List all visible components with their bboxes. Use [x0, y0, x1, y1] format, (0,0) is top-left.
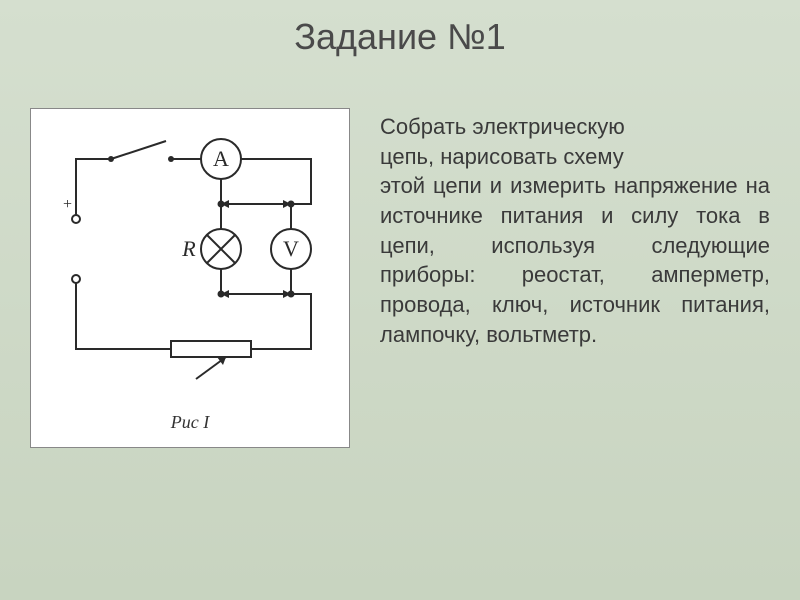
- task-text: Собрать электрическую цепь, нарисовать с…: [380, 108, 770, 448]
- switch-blade: [111, 141, 166, 159]
- circuit-svg: + A R: [31, 109, 351, 409]
- ammeter-label: A: [213, 146, 229, 171]
- wire-bot-left: [76, 283, 171, 349]
- page-title: Задание №1: [0, 0, 800, 68]
- task-line-1: Собрать электрическую: [380, 112, 770, 142]
- figure-caption: Рис I: [171, 412, 209, 433]
- terminal-minus: [72, 275, 80, 283]
- voltmeter-label: V: [283, 236, 299, 261]
- terminal-plus: [72, 215, 80, 223]
- wire-top-left: [76, 159, 111, 215]
- rheostat: [171, 341, 251, 357]
- task-line-2: цепь, нарисовать схему: [380, 142, 770, 172]
- task-body: этой цепи и измерить напряжение на источ…: [380, 171, 770, 349]
- lamp-label: R: [181, 236, 196, 261]
- circuit-diagram: + A R: [30, 108, 350, 448]
- content-row: + A R: [0, 68, 800, 468]
- plus-label: +: [63, 196, 72, 213]
